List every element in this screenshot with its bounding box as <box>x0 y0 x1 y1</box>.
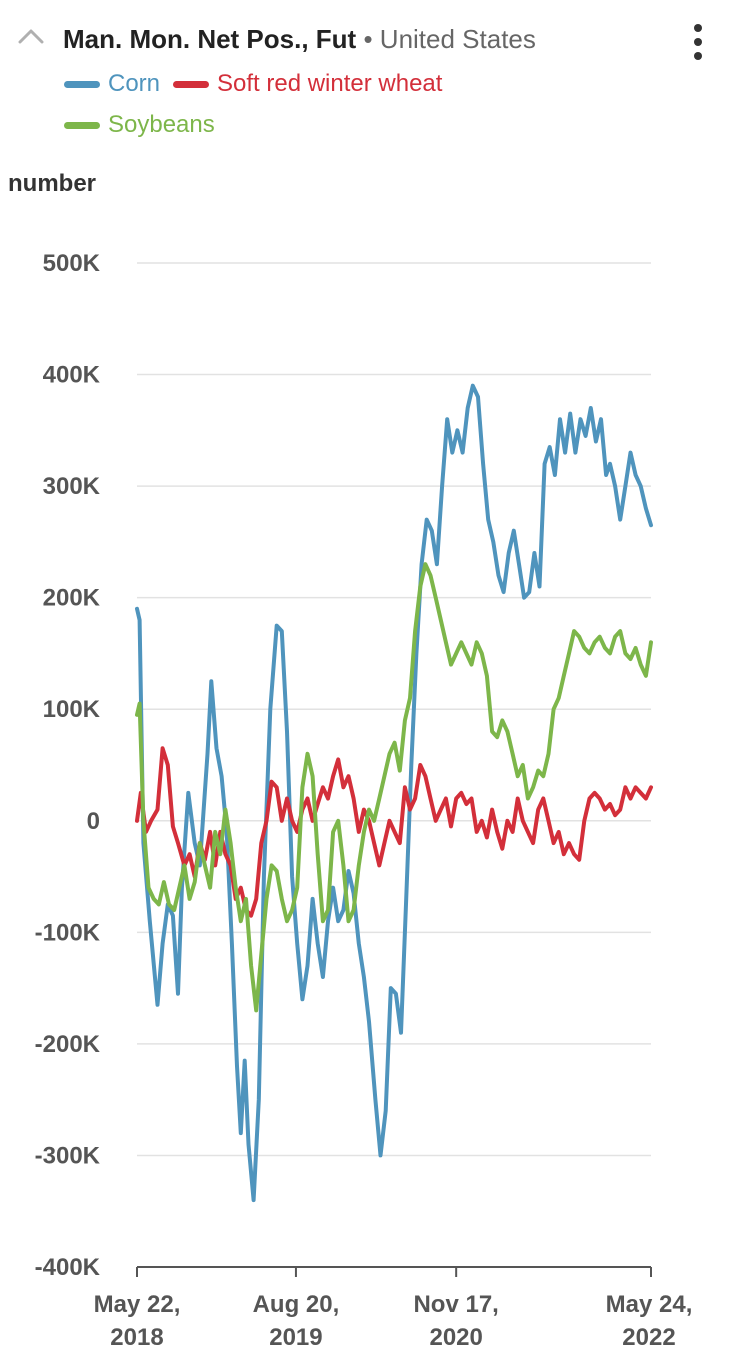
series-lines <box>135 383 653 1203</box>
y-tick-label: 100K <box>43 696 101 723</box>
legend-swatch-wheat <box>173 80 209 88</box>
x-tick-label-year: 2018 <box>110 1324 163 1351</box>
x-tick-label: Aug 20, <box>253 1291 340 1318</box>
legend-label-soybeans: Soybeans <box>108 111 215 138</box>
series-line-corn[interactable] <box>135 383 653 1203</box>
legend-label-wheat: Soft red winter wheat <box>217 70 443 97</box>
y-tick-label: -400K <box>35 1254 101 1281</box>
series-line-soybeans[interactable] <box>135 562 653 1013</box>
x-tick-label: May 24, <box>606 1291 693 1318</box>
x-tick-label: Nov 17, <box>413 1291 498 1318</box>
chart-title: Man. Mon. Net Pos., Fut • United States <box>63 24 536 55</box>
y-tick-label: -300K <box>35 1142 101 1169</box>
legend-swatch-soybeans <box>64 121 100 129</box>
title-separator: • <box>363 24 373 54</box>
chevron-up-icon[interactable] <box>18 26 44 46</box>
x-axis: May 22, 2018 Aug 20, 2019 Nov 17, 2020 May 24,… <box>94 1266 693 1351</box>
legend-item-corn[interactable]: Corn <box>64 70 160 98</box>
y-tick-label: -200K <box>35 1031 101 1058</box>
region-name: United States <box>379 24 536 54</box>
x-tick-label: May 22, <box>94 1291 181 1318</box>
y-tick-label: 400K <box>43 362 101 389</box>
y-tick-label: -100K <box>35 919 101 946</box>
indicator-name: Man. Mon. Net Pos., Fut <box>63 24 357 54</box>
legend-swatch-corn <box>64 80 100 88</box>
y-tick-label: 0 <box>87 808 100 835</box>
series-line-wheat[interactable] <box>135 746 653 918</box>
x-tick-label-year: 2022 <box>622 1324 675 1351</box>
y-tick-label: 200K <box>43 585 101 612</box>
legend-item-soybeans[interactable]: Soybeans <box>64 111 215 139</box>
legend-label-corn: Corn <box>108 70 161 97</box>
y-tick-label: 500K <box>43 250 101 277</box>
gridlines <box>137 262 651 1157</box>
x-tick-label-year: 2020 <box>429 1324 482 1351</box>
y-axis-unit-label: number <box>8 170 97 197</box>
legend-item-wheat[interactable]: Soft red winter wheat <box>173 70 442 98</box>
more-options-icon[interactable] <box>684 20 712 64</box>
y-tick-label: 300K <box>43 473 101 500</box>
x-tick-label-year: 2019 <box>269 1324 322 1351</box>
chart-header: Man. Mon. Net Pos., Fut • United States … <box>0 0 740 160</box>
y-axis-ticks: 500K 400K 300K 200K 100K 0 -100K -200K -300K -400… <box>35 250 101 1281</box>
